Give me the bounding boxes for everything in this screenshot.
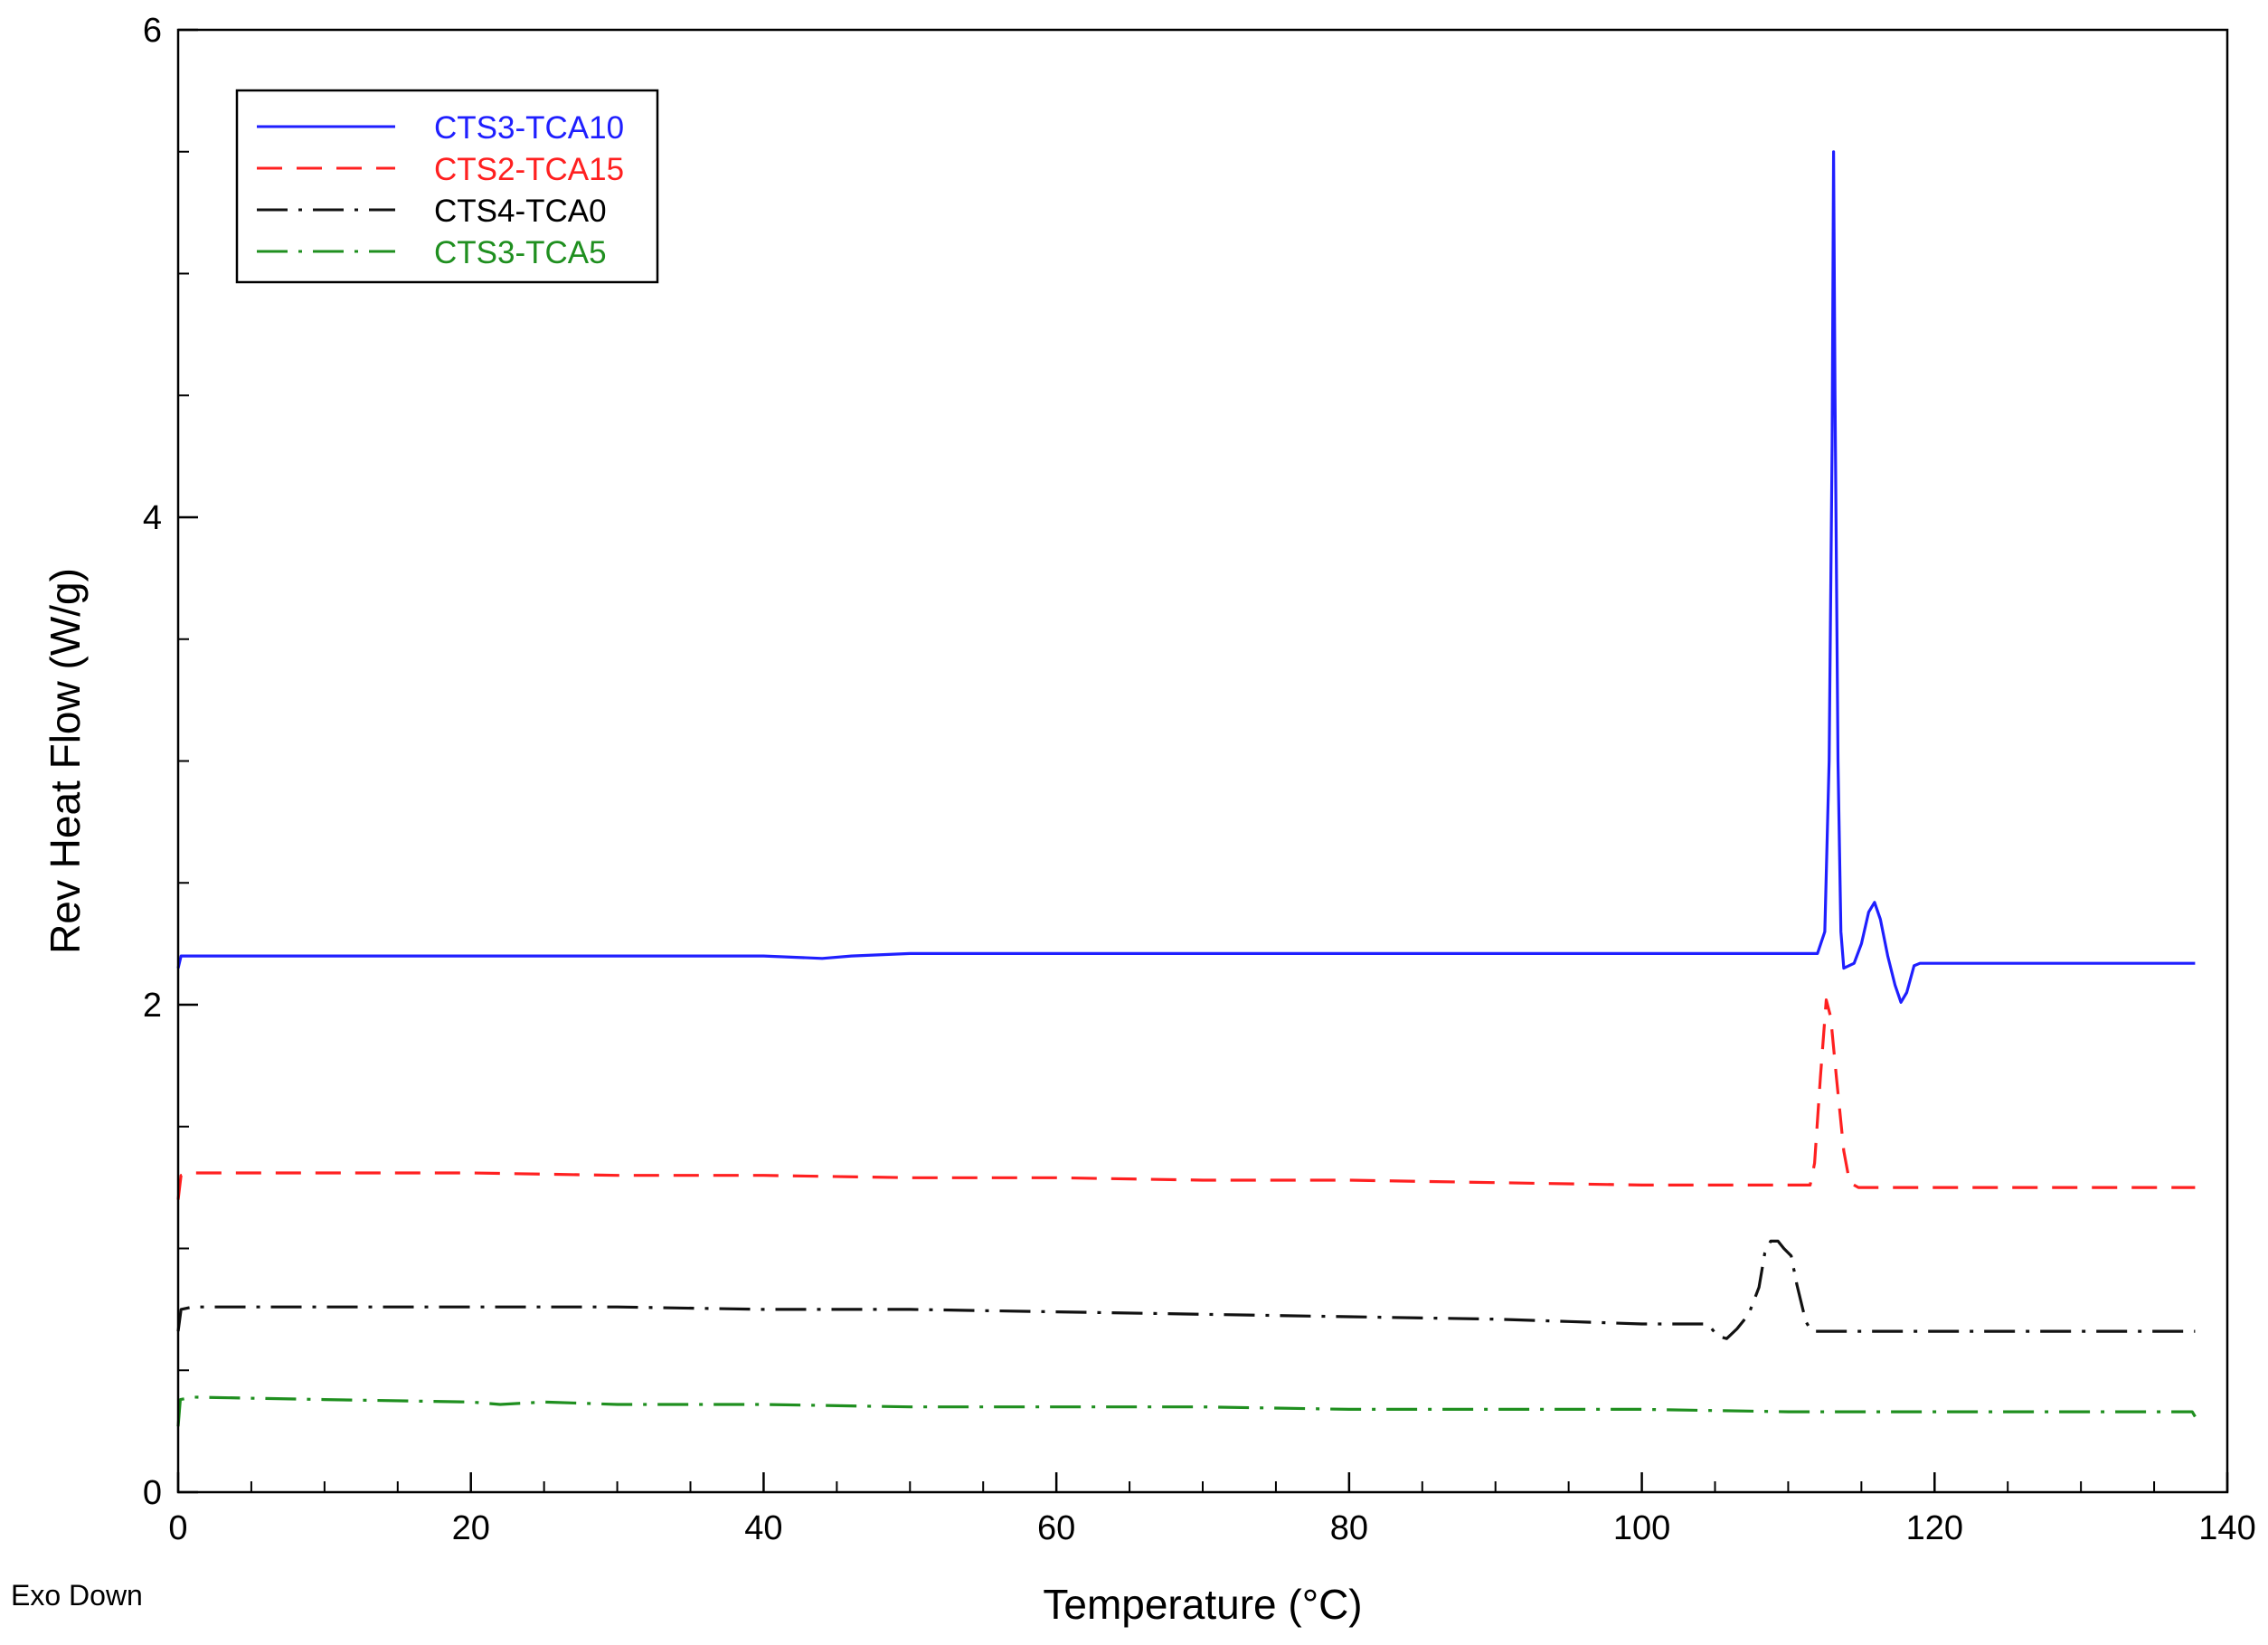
series-line-4 xyxy=(176,1395,2197,1427)
legend-label-3: CTS4-TCA0 xyxy=(434,194,607,229)
plot-frame xyxy=(176,28,2229,1494)
x-tick-label: 0 xyxy=(168,1509,187,1547)
series-line-1 xyxy=(176,150,2196,1004)
y-tick-label: 0 xyxy=(143,1474,162,1512)
exo-down-annotation: Exo Down xyxy=(11,1579,143,1612)
y-tick-label: 4 xyxy=(143,499,162,537)
legend-label-1: CTS3-TCA10 xyxy=(434,110,624,146)
major-ticks xyxy=(176,28,2229,1494)
legend: CTS3-TCA10 CTS2-TCA15 CTS4-TCA0 CTS3-TCA5 xyxy=(235,89,659,284)
minor-ticks xyxy=(178,150,2156,1492)
x-tick-label: 80 xyxy=(1330,1509,1368,1547)
legend-box xyxy=(235,89,659,284)
legend-label-2: CTS2-TCA15 xyxy=(434,152,624,187)
tick-labels: 0 20 40 60 80 100 120 140 0 2 4 6 xyxy=(143,12,2256,1547)
y-tick-label: 2 xyxy=(143,987,162,1025)
series-layer xyxy=(176,150,2197,1427)
x-tick-label: 120 xyxy=(1906,1509,1963,1547)
x-tick-label: 140 xyxy=(2198,1509,2255,1547)
x-tick-label: 100 xyxy=(1613,1509,1670,1547)
x-tick-label: 20 xyxy=(452,1509,490,1547)
x-tick-label: 40 xyxy=(744,1509,782,1547)
x-tick-label: 60 xyxy=(1037,1509,1075,1547)
x-axis-label: Temperature (°C) xyxy=(1043,1581,1362,1628)
y-tick-label: 6 xyxy=(143,12,162,50)
y-axis-label: Rev Heat Flow (W/g) xyxy=(42,568,89,954)
series-line-2 xyxy=(176,998,2196,1200)
legend-label-4: CTS3-TCA5 xyxy=(434,235,607,270)
